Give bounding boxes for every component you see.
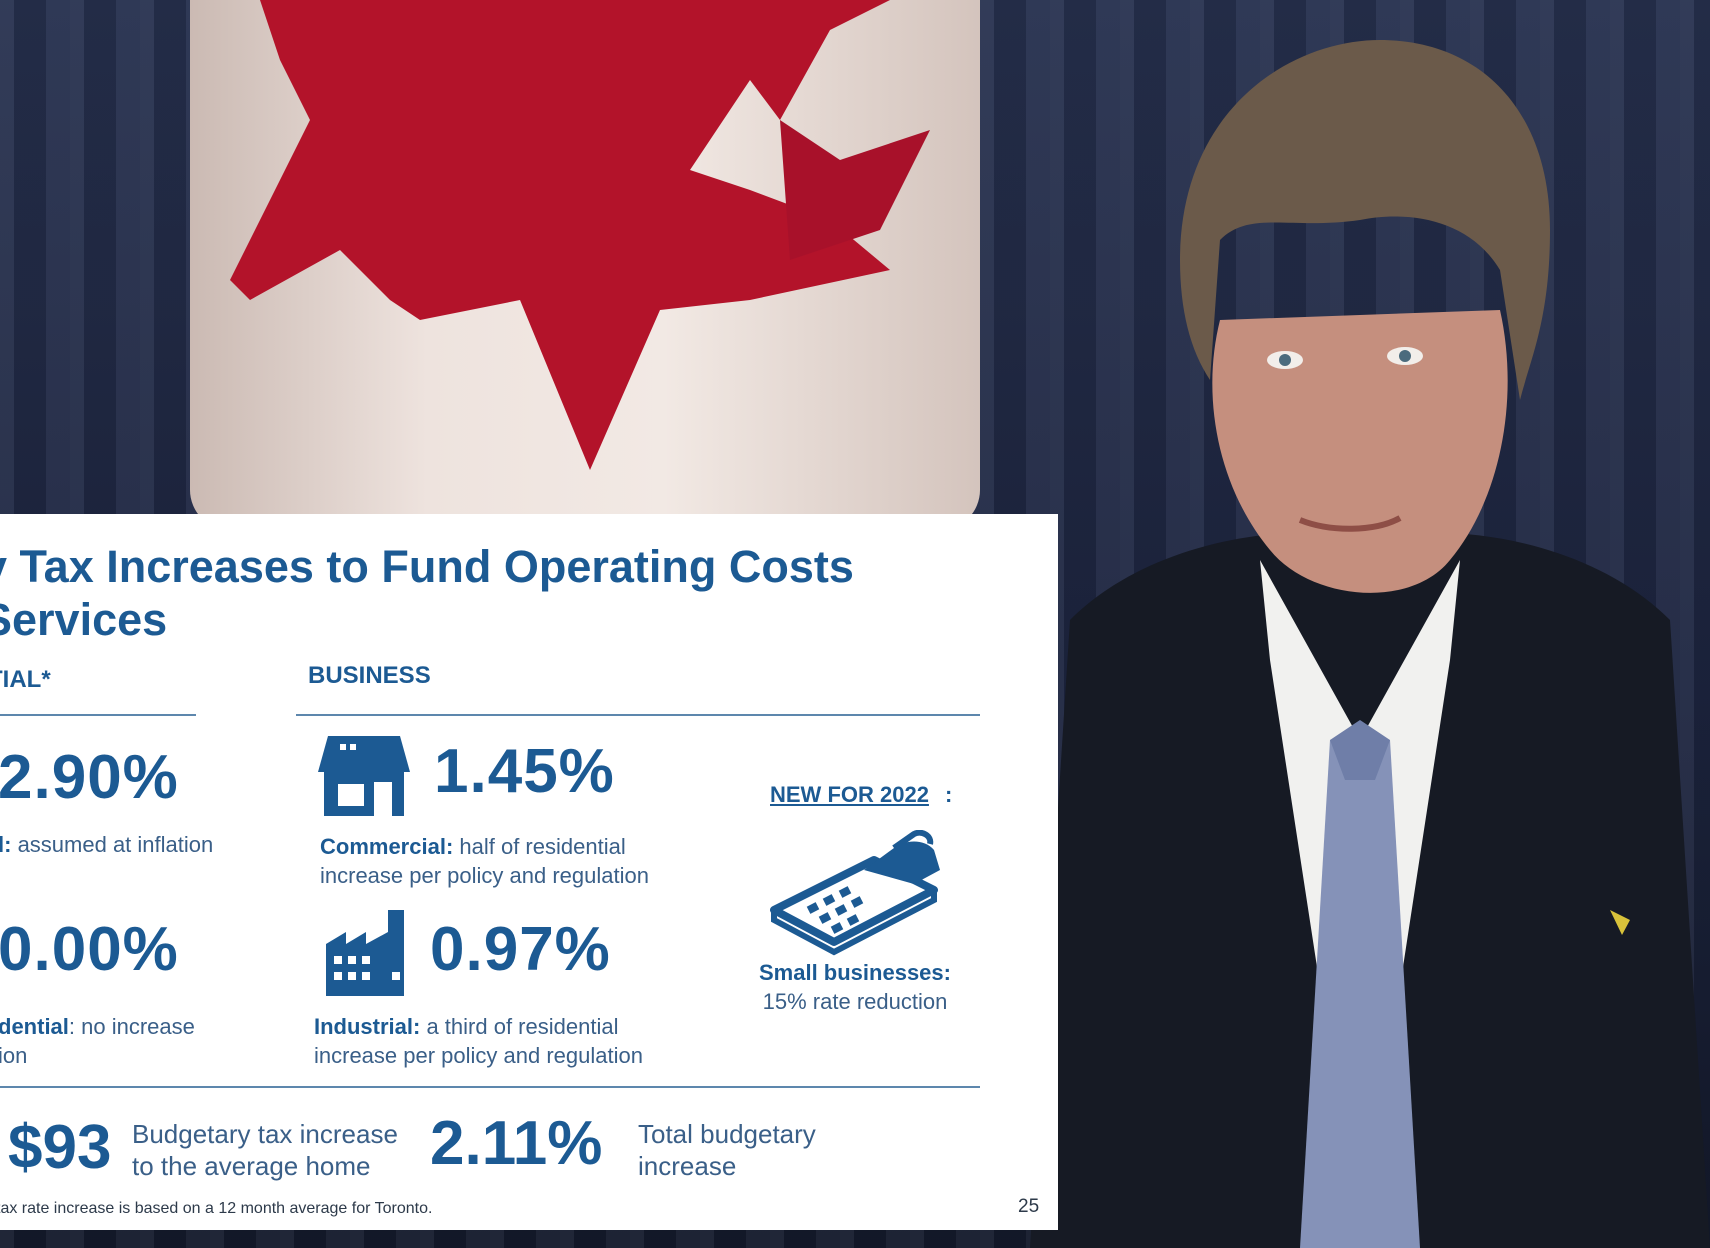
- residential-desc: l: assumed at inflation: [0, 832, 214, 857]
- calculator-icon: [770, 830, 940, 956]
- average-home-desc: Budgetary tax increase to the average ho…: [132, 1119, 398, 1181]
- slide-title-line2: Services: [0, 594, 168, 645]
- man-portrait: [1030, 40, 1710, 1248]
- industrial-rate: 0.97%: [430, 915, 611, 984]
- residential-divider: [0, 714, 196, 716]
- commercial-rate: 1.45%: [434, 737, 615, 806]
- new-for-2022-heading: NEW FOR 2022: [770, 782, 929, 807]
- small-business-note: Small businesses: 15% rate reduction: [759, 960, 951, 1014]
- average-home-amount: $93: [8, 1113, 112, 1182]
- total-budgetary-rate: 2.11%: [430, 1109, 603, 1178]
- bottom-divider: [0, 1086, 980, 1088]
- business-header: BUSINESS: [308, 662, 431, 689]
- budget-slide: y Tax Increases to Fund Operating Costs …: [0, 514, 1058, 1230]
- slide-title-line1: y Tax Increases to Fund Operating Costs: [0, 541, 854, 592]
- residential-rate-2: 0.00%: [0, 915, 179, 984]
- factory-icon: [326, 910, 404, 996]
- total-budgetary-desc: Total budgetary increase: [638, 1119, 816, 1181]
- store-icon: [318, 736, 410, 816]
- slide-title: y Tax Increases to Fund Operating Costs …: [0, 540, 1042, 646]
- new-for-2022-colon: :: [945, 782, 953, 807]
- page-number: 25: [1018, 1196, 1040, 1217]
- commercial-desc: Commercial: half of residential increase…: [320, 834, 649, 888]
- residential-rate: 2.90%: [0, 743, 179, 812]
- business-divider: [296, 714, 980, 716]
- industrial-desc: Industrial: a third of residential incre…: [314, 1014, 643, 1068]
- residential-desc-2: dential: no increase ion: [0, 1014, 195, 1068]
- maple-leaf-icon: [230, 0, 930, 470]
- residential-header: TIAL*: [0, 666, 51, 693]
- footnote: tax rate increase is based on a 12 month…: [0, 1200, 433, 1217]
